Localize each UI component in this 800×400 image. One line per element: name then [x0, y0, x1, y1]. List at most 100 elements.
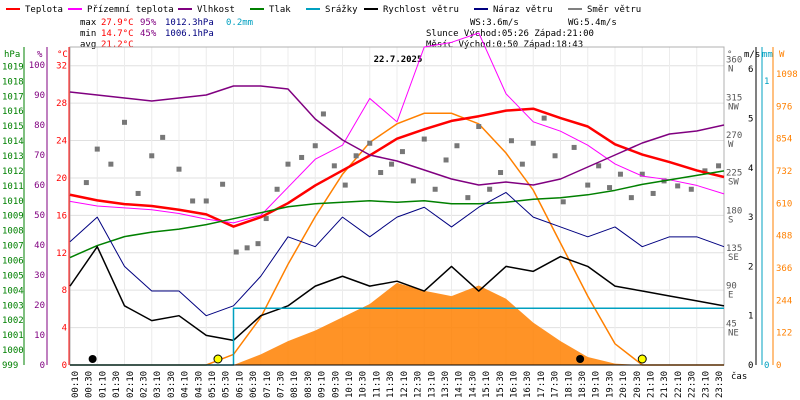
x-tick-label: 07:10 — [263, 371, 273, 398]
x-tick-label: 01:30 — [112, 371, 122, 398]
w-unit: W — [779, 50, 785, 60]
sun-marker — [213, 354, 223, 364]
wind-direction-point — [716, 163, 722, 169]
x-tick-label: 17:30 — [551, 371, 561, 398]
x-tick-label: 10:10 — [345, 371, 355, 398]
dir-tick-label: SW — [728, 178, 739, 188]
w-tick: 854 — [776, 135, 792, 145]
stats-min-hum: 45% — [140, 29, 157, 39]
sun-marker — [637, 354, 647, 364]
wind-direction-point — [443, 157, 449, 163]
w-tick: 610 — [776, 199, 792, 209]
w-tick: 732 — [776, 167, 792, 177]
wind-direction-point — [530, 140, 536, 146]
ms-tick: 2 — [748, 262, 753, 272]
hpa-tick: 1017 — [2, 92, 24, 102]
x-tick-label: 18:10 — [564, 371, 574, 398]
wind-direction-point — [263, 216, 269, 222]
wind-direction-point — [378, 170, 384, 176]
wind-direction-point — [255, 241, 261, 247]
hpa-tick: 1013 — [2, 152, 24, 162]
temp-tick: 8 — [62, 286, 67, 296]
series-tlak-line — [69, 170, 725, 259]
legend-label: Rychlost větru — [383, 5, 459, 15]
temp-tick: 20 — [56, 174, 67, 184]
hpa-tick: 1008 — [2, 227, 24, 237]
pct-unit: % — [37, 50, 43, 60]
w-tick: 1098 — [776, 70, 798, 80]
pct-tick: 50 — [34, 211, 45, 221]
x-tick-label: 12:30 — [414, 371, 424, 398]
x-tick-label: 04:10 — [181, 371, 191, 398]
wind-direction-point — [399, 149, 405, 155]
dir-tick-label: S — [728, 215, 733, 225]
x-tick-label: 17:10 — [537, 371, 547, 398]
wind-direction-point — [353, 153, 359, 159]
dir-tick-label: SE — [728, 253, 739, 263]
x-tick-label: 23:30 — [715, 371, 725, 398]
legend-label: Přízemní teplota — [87, 5, 174, 15]
w-tick: 122 — [776, 329, 792, 339]
x-tick-label: 11:30 — [386, 371, 396, 398]
x-tick-label: 13:30 — [441, 371, 451, 398]
wind-direction-point — [342, 182, 348, 188]
wind-direction-point — [285, 161, 291, 167]
hpa-tick: 1014 — [2, 137, 24, 147]
hpa-tick: 1003 — [2, 301, 24, 311]
wind-direction-point — [203, 198, 209, 204]
x-tick-label: 14:10 — [455, 371, 465, 398]
series-naraz-vetru-line — [69, 191, 725, 317]
x-tick-label: 07:30 — [277, 371, 287, 398]
hpa-tick: 1002 — [2, 316, 24, 326]
dir-tick: 360 — [726, 56, 742, 66]
pct-tick: 40 — [34, 241, 45, 251]
wind-direction-point — [541, 115, 547, 121]
dir-unit: ° — [727, 50, 732, 60]
stats-max-temp: 27.9°C — [101, 18, 134, 28]
w-tick: 0 — [776, 361, 781, 371]
x-tick-label: 15:30 — [496, 371, 506, 398]
ms-tick: 3 — [748, 213, 753, 223]
hpa-tick: 1001 — [2, 331, 24, 341]
ms-tick: 4 — [748, 164, 753, 174]
wind-direction-point — [432, 186, 438, 192]
dir-tick-label: E — [728, 291, 733, 301]
x-tick-label: 13:10 — [427, 371, 437, 398]
ms-unit: m/s — [744, 50, 760, 60]
x-tick-label: 01:10 — [98, 371, 108, 398]
legend-label: Směr větru — [587, 5, 641, 15]
wind-direction-point — [367, 140, 373, 146]
x-tick-label: 18:30 — [578, 371, 588, 398]
series-vlhkost-line — [69, 85, 725, 186]
x-tick-label: 04:30 — [194, 371, 204, 398]
series-teplota-line — [69, 107, 725, 228]
wind-direction-point — [617, 171, 623, 177]
wind-direction-point — [149, 153, 155, 159]
chart-title: 22.7.2025 — [374, 55, 423, 65]
x-tick-label: 21:30 — [660, 371, 670, 398]
pct-tick: 10 — [34, 331, 45, 341]
moon-marker — [88, 355, 97, 363]
wind-direction-point — [274, 186, 280, 192]
temp-tick: 12 — [56, 249, 67, 259]
x-tick-label: 20:30 — [633, 371, 643, 398]
x-tick-label: 08:10 — [290, 371, 300, 398]
wind-direction-point — [560, 199, 566, 205]
wind-direction-point — [389, 161, 395, 167]
x-tick-label: 05:30 — [222, 371, 232, 398]
pct-tick: 80 — [34, 121, 45, 131]
w-tick: 244 — [776, 296, 792, 306]
legend-label: Náraz větru — [493, 5, 553, 15]
hpa-tick: 1015 — [2, 122, 24, 132]
wind-direction-point — [476, 124, 482, 129]
legend-label: Srážky — [325, 5, 358, 15]
wind-direction-point — [244, 245, 250, 251]
x-tick-label: 12:10 — [400, 371, 410, 398]
right-axes: °360N315NW270W225SW180S135SE90E45NEm/s01… — [726, 47, 798, 371]
hpa-tick: 1011 — [2, 182, 24, 192]
hpa-tick: 1007 — [2, 242, 24, 252]
mm-tick: 1 — [764, 77, 769, 87]
x-tick-label: 16:30 — [523, 371, 533, 398]
temp-tick: 28 — [56, 99, 67, 109]
wind-direction-point — [519, 161, 525, 167]
